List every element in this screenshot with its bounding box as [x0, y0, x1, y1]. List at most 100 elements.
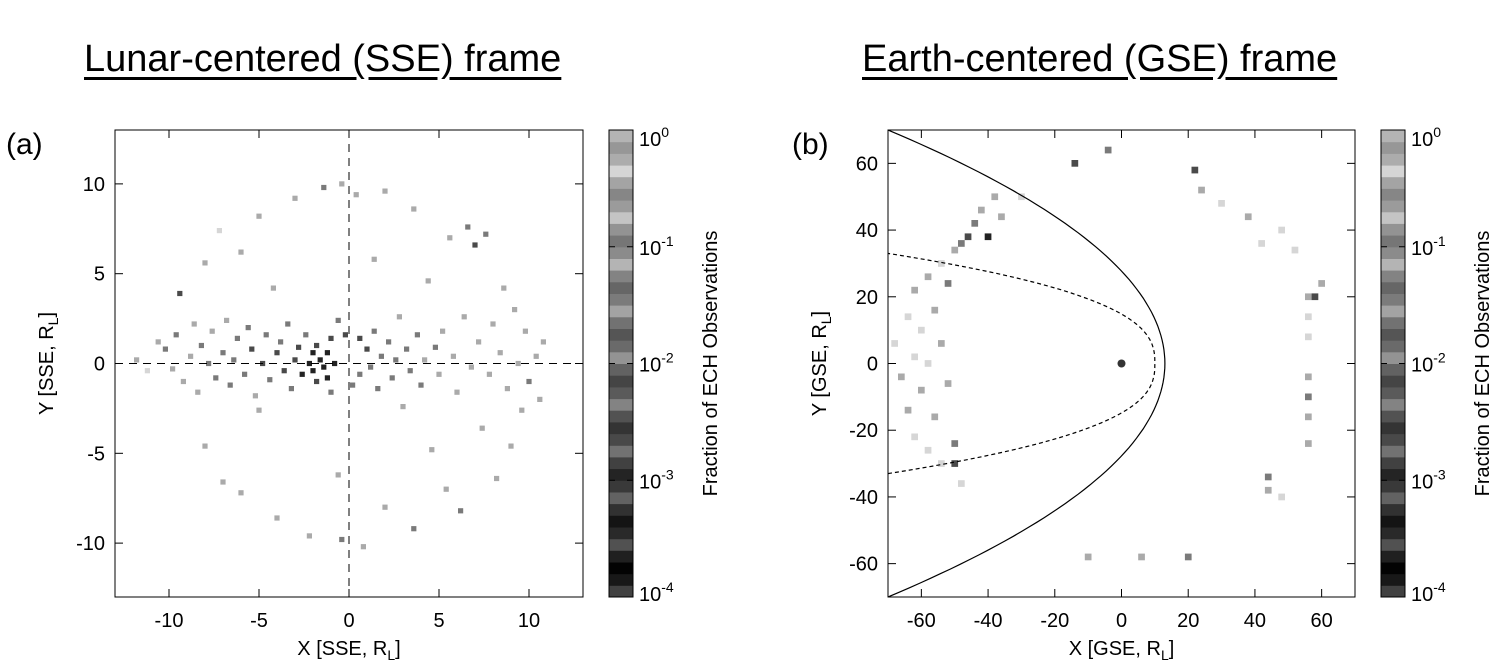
y-tick-label: -5 [87, 443, 105, 465]
heatmap-cell [386, 339, 392, 345]
heatmap-cell [486, 371, 492, 377]
heatmap-cell [1264, 473, 1272, 481]
heatmap-cell [1218, 200, 1225, 207]
heatmap-cell [1198, 186, 1205, 194]
heatmap-cell [958, 240, 965, 247]
colorbar-band [609, 223, 633, 236]
colorbar-band [1381, 165, 1405, 178]
colorbar-band [1381, 386, 1405, 400]
heatmap-cell [1305, 413, 1312, 421]
heatmap-cell [422, 357, 428, 363]
heatmap-cell [1311, 293, 1319, 301]
colorbar-band [609, 421, 633, 435]
colorbar-band [609, 340, 633, 353]
colorbar-band [609, 375, 633, 388]
colorbar-band [1381, 375, 1405, 388]
heatmap-cell [382, 504, 388, 510]
colorbars: 100 10-1 10-2 10-3 10-4 Fraction of ECH Obser… [608, 124, 1494, 606]
heatmap-cell [1244, 213, 1252, 221]
colorbar-band [609, 480, 633, 493]
x-tick-label: 20 [1177, 610, 1199, 632]
heatmap-cell [911, 433, 918, 441]
heatmap-cell [411, 526, 417, 532]
panel-a-title: Lunar-centered (SSE) frame [84, 38, 562, 80]
colorbar-band [1381, 480, 1405, 493]
heatmap-cell [209, 328, 215, 334]
y-tick-label: 5 [94, 264, 105, 286]
heatmap-cell [306, 533, 312, 539]
colorbar-band [609, 141, 633, 154]
heatmap-cell [436, 371, 442, 377]
heatmap-cell [155, 339, 161, 345]
heatmap-cell [1305, 373, 1312, 381]
heatmap-cell [368, 364, 374, 370]
panel-b-plot: -60 -40 -20 0 20 40 60 -60 -40 -20 0 20 40 60 X [GSE, … [809, 129, 1356, 663]
heatmap-cell [407, 368, 413, 374]
panel-a-label: (a) [6, 128, 43, 161]
colorbar-tick-label: 10-2 [639, 350, 674, 377]
y-tick-label: 40 [856, 220, 878, 242]
heatmap-cell [220, 479, 226, 485]
colorbar-band [1381, 153, 1405, 166]
y-axis-label: Y [GSE, RL] [809, 311, 834, 416]
colorbar-band [1381, 223, 1405, 236]
colorbar-band [609, 130, 633, 143]
colorbar-band [609, 363, 633, 376]
colorbar-band [609, 258, 633, 271]
colorbar-band [1381, 562, 1405, 575]
colorbar-band [609, 246, 633, 259]
heatmap-cell [310, 368, 316, 374]
colorbar-band [609, 550, 633, 563]
heatmap-cell [540, 339, 546, 345]
heatmap-cell [958, 480, 965, 487]
heatmap-cell [134, 357, 140, 363]
heatmap-cell [533, 353, 539, 359]
heatmap-cell [267, 377, 273, 383]
heatmap-cell [314, 342, 320, 349]
heatmap-cell [299, 371, 305, 377]
heatmap-cell [144, 368, 150, 374]
colorbar-band [609, 281, 633, 294]
heatmap-cell [1104, 146, 1112, 154]
heatmap-cell [321, 184, 327, 191]
heatmap-cell [508, 443, 514, 449]
colorbar-band [1381, 258, 1405, 271]
heatmap-cell [440, 328, 446, 334]
heatmap-cell [971, 220, 979, 227]
heatmap-cell [1084, 553, 1092, 561]
heatmap-cell [1305, 393, 1312, 401]
heatmap-cell [904, 406, 912, 414]
heatmap-cell [1264, 486, 1272, 494]
heatmap-cell [1305, 333, 1312, 341]
heatmap-cell [938, 340, 945, 347]
heatmap-cell [443, 486, 449, 492]
heatmap-cell [371, 328, 377, 334]
colorbar-band [1381, 340, 1405, 353]
colorbar-band [1381, 141, 1405, 154]
heatmap-cell [292, 195, 298, 201]
colorbar-band [1381, 503, 1405, 516]
heatmap-cell [238, 490, 244, 496]
heatmap-cell [350, 382, 356, 388]
colorbar-band [609, 398, 633, 411]
colorbar-band [609, 316, 633, 329]
heatmap-cell [1305, 313, 1312, 321]
heatmap-cell [1071, 160, 1079, 167]
y-tick-label: 20 [856, 287, 878, 309]
y-tick-label: 0 [867, 354, 878, 376]
panel-b-label: (b) [792, 128, 829, 161]
heatmap-cell [285, 321, 291, 327]
heatmap-cell [1318, 280, 1325, 287]
heatmap-cell [216, 228, 222, 234]
colorbar-band [609, 386, 633, 400]
heatmap-cell [231, 357, 237, 363]
colorbar-band [609, 211, 633, 224]
heatmap-cell [432, 344, 438, 350]
heatmap-cell [371, 256, 377, 262]
heatmap-cell [537, 396, 543, 402]
colorbar-band [1381, 235, 1405, 248]
colorbar-band [609, 491, 633, 505]
heatmap-cell [1305, 440, 1312, 447]
heatmap-cell [418, 382, 424, 388]
colorbar-band [609, 305, 633, 318]
